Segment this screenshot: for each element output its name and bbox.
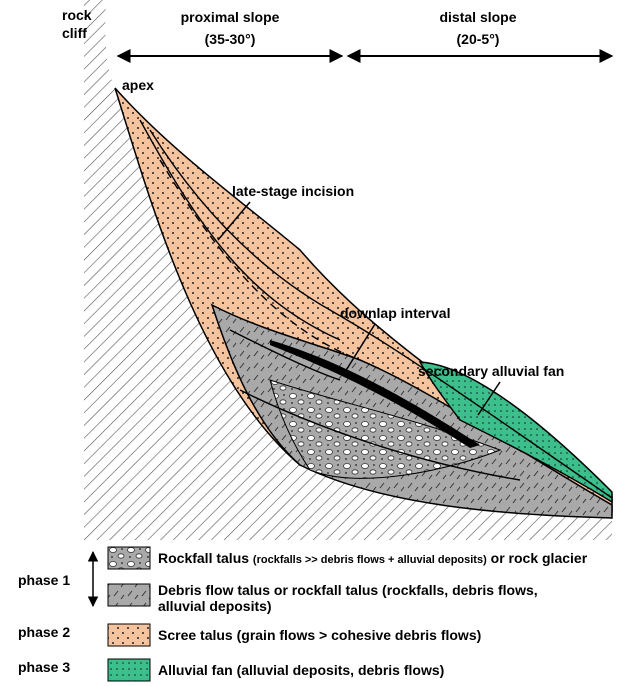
incision-label: late-stage incision: [232, 183, 354, 199]
phase-label: phase 3: [18, 659, 70, 675]
legend-text: alluvial deposits): [158, 598, 272, 614]
legend-text: Scree talus (grain flows > cohesive debr…: [158, 627, 481, 643]
phase-label: phase 1: [18, 572, 70, 588]
distal-angle: (20-5°): [457, 31, 500, 47]
legend-swatch: [107, 658, 151, 682]
cliff-label: rock cliff: [62, 7, 92, 41]
rockfall-talus: [269, 379, 502, 479]
downlap-interval: [270, 340, 480, 448]
proximal-title: proximal slope: [181, 9, 280, 25]
legend-swatch: [107, 623, 151, 647]
proximal-angle: (35-30°): [205, 31, 256, 47]
incision-pointer: [217, 201, 251, 241]
bedrock: [84, 0, 612, 540]
legend-text: Debris flow talus or rockfall talus (roc…: [158, 582, 538, 598]
phase-label: phase 2: [18, 624, 70, 640]
apex-label: apex: [122, 77, 154, 93]
legend-swatch: [107, 583, 151, 607]
downlap-pointer: [344, 323, 376, 373]
legend-text: Rockfall talus (rockfalls >> debris flow…: [158, 550, 588, 566]
legend-text: Alluvial fan (alluvial deposits, debris …: [158, 662, 444, 678]
fan-pointer: [477, 381, 501, 416]
layer-surfaces: [139, 119, 613, 499]
fan-label: secondary alluvial fan: [418, 363, 564, 379]
distal-title: distal slope: [439, 9, 516, 25]
legend-swatch: [107, 546, 151, 570]
downlap-label: downlap interval: [340, 305, 450, 321]
